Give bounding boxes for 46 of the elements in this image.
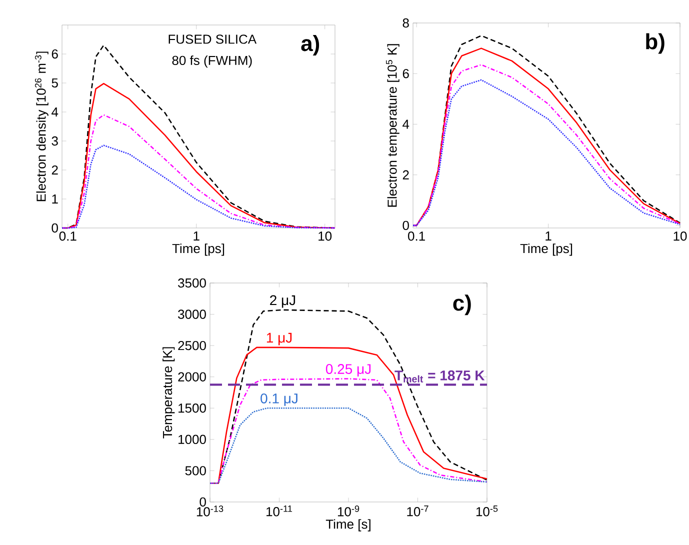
y-tick-label: 3500 [178, 278, 206, 288]
x-tick-label: 10 [318, 232, 332, 241]
y-axis-title: Temperature [K] [162, 347, 175, 438]
y-tick-label: 6 [402, 69, 409, 78]
y-tick-label: 5 [52, 78, 58, 88]
y-tick-label: 2000 [178, 372, 206, 382]
annotation: c) [453, 294, 471, 316]
x-tick-label: 10$^{-9}$ [338, 506, 360, 516]
annotation: FUSED SILICA [168, 34, 257, 44]
y-tick-label: 6 [52, 49, 58, 59]
x-tick-label: 0.1 [59, 232, 76, 241]
x-tick-label: 10$^{-11}$ [266, 506, 292, 516]
series-label: 0.1 μJ [260, 393, 298, 406]
series-label: 0.25 μJ [326, 364, 371, 377]
ref-line-label: T$_{melt}$ = 1875 K [394, 370, 485, 382]
annotation: a) [301, 35, 320, 56]
y-tick-label: 3 [52, 136, 58, 146]
x-tick-label: 0.1 [408, 232, 425, 241]
y-tick-label: 500 [185, 466, 206, 476]
annotation: b) [646, 33, 664, 54]
y-tick-label: 1 [52, 194, 58, 204]
y-tick-label: 0 [200, 497, 206, 507]
x-tick-label: 10 [674, 232, 687, 241]
y-tick-label: 0 [52, 223, 58, 233]
y-tick-label: 4 [52, 108, 58, 116]
x-tick-label: 10$^{-7}$ [407, 506, 428, 516]
x-axis-title: Time [s] [326, 519, 370, 532]
y-tick-label: 2 [52, 165, 58, 175]
y-tick-label: 0 [402, 220, 409, 230]
y-tick-label: 8 [402, 18, 409, 28]
y-axis-title: Electron density [10$^{26}$ m$^{-3}$] [34, 52, 48, 202]
x-axis-title: Time [ps] [172, 244, 224, 256]
x-tick-label: 10$^{-13}$ [196, 506, 224, 516]
series-label: 1 μJ [266, 332, 292, 346]
series-label: 2 μJ [270, 295, 296, 308]
y-axis-title: Electron temperature [10$^{5}$ K] [386, 44, 400, 207]
y-tick-label: 1000 [178, 434, 206, 444]
y-tick-label: 3000 [178, 310, 206, 319]
y-tick-label: 1500 [178, 404, 206, 413]
y-tick-label: 2500 [178, 340, 206, 350]
y-tick-label: 4 [402, 120, 410, 129]
x-tick-label: 1 [546, 232, 552, 240]
x-axis-title: Time [ps] [520, 244, 572, 256]
y-tick-label: 2 [402, 170, 409, 180]
annotation: 80 fs (FWHM) [172, 55, 252, 68]
x-tick-label: 10$^{-5}$ [476, 506, 498, 516]
